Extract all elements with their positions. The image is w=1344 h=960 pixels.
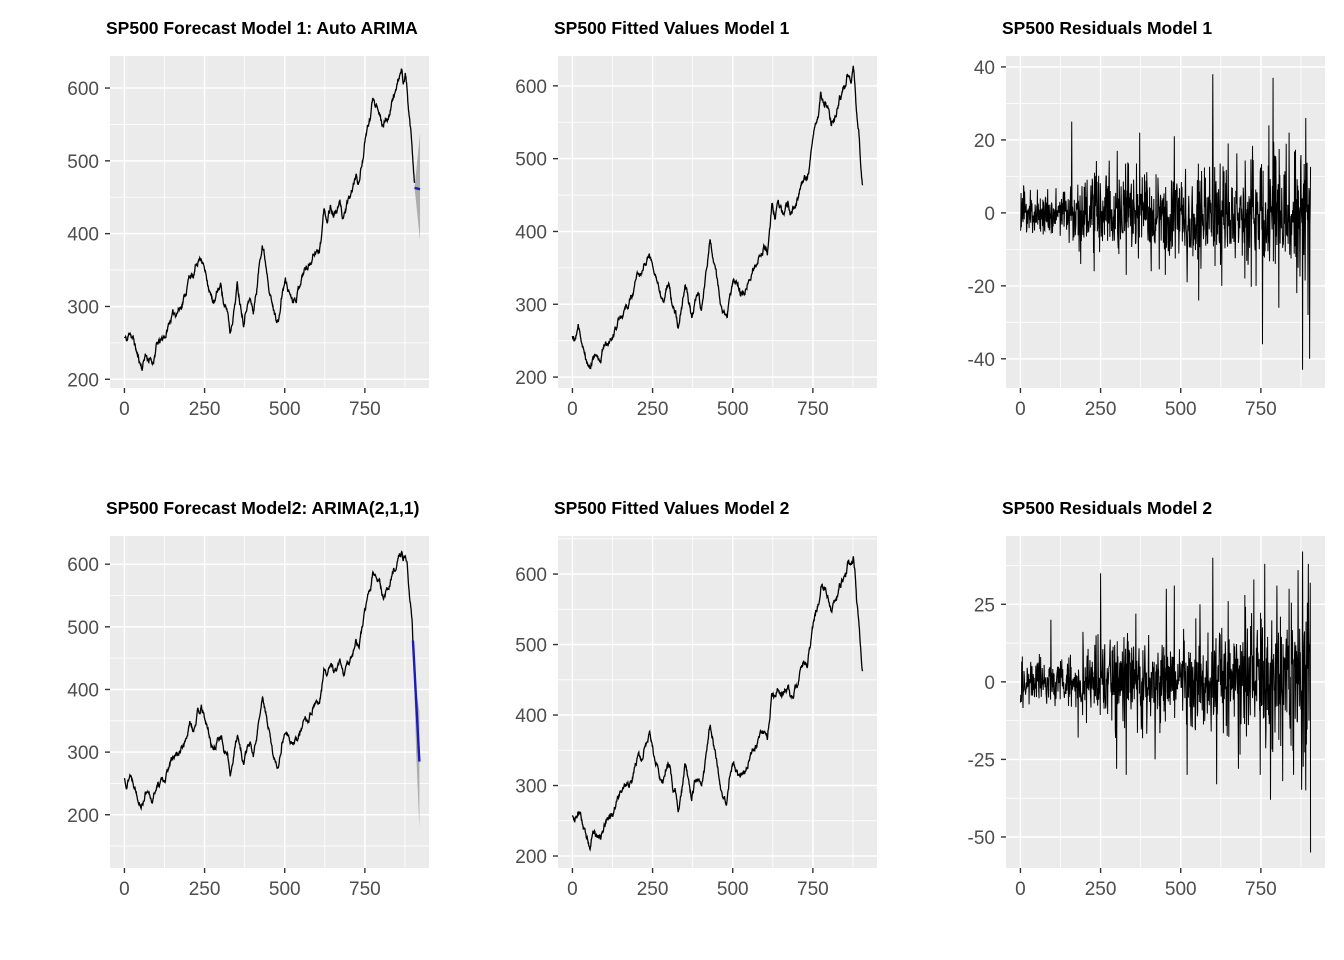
- y-tick-label: 400: [515, 706, 547, 727]
- y-tick-label: 500: [515, 150, 547, 171]
- y-tick-label: 0: [984, 673, 995, 694]
- x-tick-label: 0: [119, 879, 130, 900]
- y-tick-label: 600: [515, 565, 547, 586]
- y-tick-label: -40: [968, 350, 995, 371]
- y-tick-label: 600: [67, 555, 99, 576]
- series-line: [571, 556, 864, 852]
- chart-fitted-model1: 200 300 400 500 600 0 250 500 750 SP500 Fitted Va…: [448, 0, 896, 480]
- chart-title: SP500 Residuals Model 2: [1002, 498, 1212, 518]
- x-tick-label: 750: [797, 399, 829, 420]
- plot-panel: [558, 536, 877, 868]
- chart-title: SP500 Fitted Values Model 1: [554, 18, 790, 38]
- y-tick-label: -25: [968, 750, 995, 771]
- y-tick-label: 500: [67, 152, 99, 173]
- forecast-line: [414, 186, 421, 191]
- chart-canvas-residuals-model1: -40 -20 0 20 40 0 250 500 750 SP500 Residuals Mod…: [968, 18, 1325, 420]
- y-tick-label: 300: [515, 295, 547, 316]
- y-tick-label: 200: [515, 847, 547, 868]
- series-line: [123, 550, 414, 812]
- y-tick-label: -50: [968, 828, 995, 849]
- residual-line: [1019, 551, 1312, 853]
- chart-residuals-model2: -50 -25 0 25 0 250 500 750 SP500 Residuals Model…: [896, 480, 1344, 960]
- plot-panel: [110, 56, 429, 388]
- y-tick-label: 200: [515, 368, 547, 389]
- x-tick-label: 250: [189, 399, 221, 420]
- chart-canvas-fitted-model2: 200 300 400 500 600 0 250 500 750 SP500 Fitted Va…: [515, 498, 877, 900]
- x-tick-label: 500: [1165, 399, 1197, 420]
- forecast-line: [411, 640, 421, 762]
- chart-title: SP500 Forecast Model 1: Auto ARIMA: [106, 18, 418, 38]
- chart-forecast-model2: 200 300 400 500 600 0 250 500 750 SP500 Forecast …: [0, 480, 448, 960]
- x-tick-label: 750: [797, 879, 829, 900]
- x-tick-label: 750: [349, 879, 381, 900]
- y-tick-label: 600: [515, 77, 547, 98]
- residual-line: [1019, 74, 1312, 370]
- y-tick-label: 0: [984, 204, 995, 225]
- y-tick-label: 25: [974, 595, 995, 616]
- x-tick-label: 250: [637, 879, 669, 900]
- plot-panel: [110, 536, 429, 868]
- chart-forecast-model1: 200 300 400 500 600 0 250 500 750 SP500 Forecast …: [0, 0, 448, 480]
- chart-title: SP500 Fitted Values Model 2: [554, 498, 790, 518]
- forecast-interval: [414, 133, 421, 241]
- x-tick-label: 250: [1085, 879, 1117, 900]
- plot-panel: [558, 56, 877, 388]
- x-tick-label: 500: [717, 879, 749, 900]
- chart-canvas-forecast-model1: 200 300 400 500 600 0 250 500 750 SP500 Forecast …: [67, 18, 429, 420]
- y-tick-label: 500: [67, 618, 99, 639]
- y-tick-label: 400: [67, 680, 99, 701]
- y-tick-label: 400: [515, 222, 547, 243]
- x-tick-label: 250: [189, 879, 221, 900]
- y-tick-label: 20: [974, 131, 995, 152]
- y-tick-label: 400: [67, 225, 99, 246]
- x-tick-label: 0: [567, 399, 578, 420]
- y-tick-label: 300: [67, 743, 99, 764]
- y-tick-label: 300: [515, 777, 547, 798]
- y-tick-label: 40: [974, 58, 995, 79]
- chart-residuals-model1: -40 -20 0 20 40 0 250 500 750 SP500 Residuals Mod…: [896, 0, 1344, 480]
- y-tick-label: 200: [67, 370, 99, 391]
- x-tick-label: 0: [119, 399, 130, 420]
- x-tick-label: 500: [1165, 879, 1197, 900]
- x-tick-label: 250: [1085, 399, 1117, 420]
- chart-title: SP500 Residuals Model 1: [1002, 18, 1212, 38]
- x-tick-label: 500: [717, 399, 749, 420]
- x-tick-label: 750: [1245, 399, 1277, 420]
- x-tick-label: 500: [269, 879, 301, 900]
- y-tick-label: 500: [515, 636, 547, 657]
- y-tick-label: 300: [67, 297, 99, 318]
- chart-fitted-model2: 200 300 400 500 600 0 250 500 750 SP500 Fitted Va…: [448, 480, 896, 960]
- y-tick-label: 200: [67, 806, 99, 827]
- x-tick-label: 750: [1245, 879, 1277, 900]
- series-line: [571, 65, 864, 370]
- y-tick-label: 600: [67, 79, 99, 100]
- series-line: [123, 68, 416, 371]
- chart-canvas-forecast-model2: 200 300 400 500 600 0 250 500 750 SP500 Forecast …: [67, 498, 429, 900]
- x-tick-label: 500: [269, 399, 301, 420]
- x-tick-label: 0: [1015, 399, 1026, 420]
- y-tick-label: -20: [968, 277, 995, 298]
- chart-canvas-fitted-model1: 200 300 400 500 600 0 250 500 750 SP500 Fitted Va…: [515, 18, 877, 420]
- x-tick-label: 0: [1015, 879, 1026, 900]
- x-tick-label: 0: [567, 879, 578, 900]
- chart-title: SP500 Forecast Model2: ARIMA(2,1,1): [106, 498, 419, 518]
- x-tick-label: 750: [349, 399, 381, 420]
- x-tick-label: 250: [637, 399, 669, 420]
